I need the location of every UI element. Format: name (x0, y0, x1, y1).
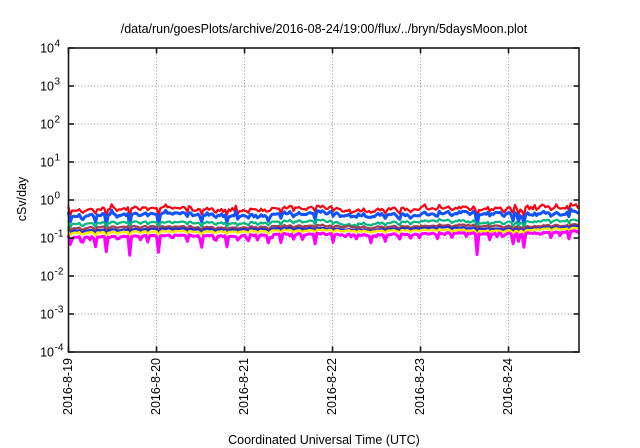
svg-text:2016-8-23: 2016-8-23 (413, 358, 427, 415)
svg-text:2016-8-19: 2016-8-19 (61, 358, 75, 415)
svg-text:3: 3 (55, 77, 61, 88)
svg-text:2: 2 (55, 115, 61, 126)
svg-text:10: 10 (40, 80, 54, 94)
svg-text:-2: -2 (55, 267, 64, 278)
svg-text:10: 10 (40, 308, 54, 322)
svg-text:1: 1 (55, 153, 61, 164)
svg-text:-1: -1 (55, 229, 64, 240)
svg-text:cSv/day: cSv/day (15, 176, 29, 221)
svg-text:/data/run/goesPlots/archive/20: /data/run/goesPlots/archive/2016-08-24/1… (121, 22, 528, 36)
svg-text:-3: -3 (55, 305, 64, 316)
svg-text:10: 10 (40, 42, 54, 56)
svg-text:10: 10 (40, 232, 54, 246)
svg-text:10: 10 (40, 194, 54, 208)
svg-text:2016-8-20: 2016-8-20 (149, 358, 163, 415)
svg-text:2016-8-22: 2016-8-22 (325, 358, 339, 415)
svg-text:10: 10 (40, 118, 54, 132)
svg-text:Coordinated Universal Time (UT: Coordinated Universal Time (UTC) (228, 433, 420, 447)
svg-text:0: 0 (55, 191, 61, 202)
svg-text:10: 10 (40, 346, 54, 360)
svg-text:10: 10 (40, 270, 54, 284)
svg-text:-4: -4 (55, 343, 64, 354)
svg-text:2016-8-21: 2016-8-21 (237, 358, 251, 415)
svg-text:10: 10 (40, 156, 54, 170)
svg-text:2016-8-24: 2016-8-24 (501, 358, 515, 415)
svg-text:4: 4 (55, 39, 61, 50)
